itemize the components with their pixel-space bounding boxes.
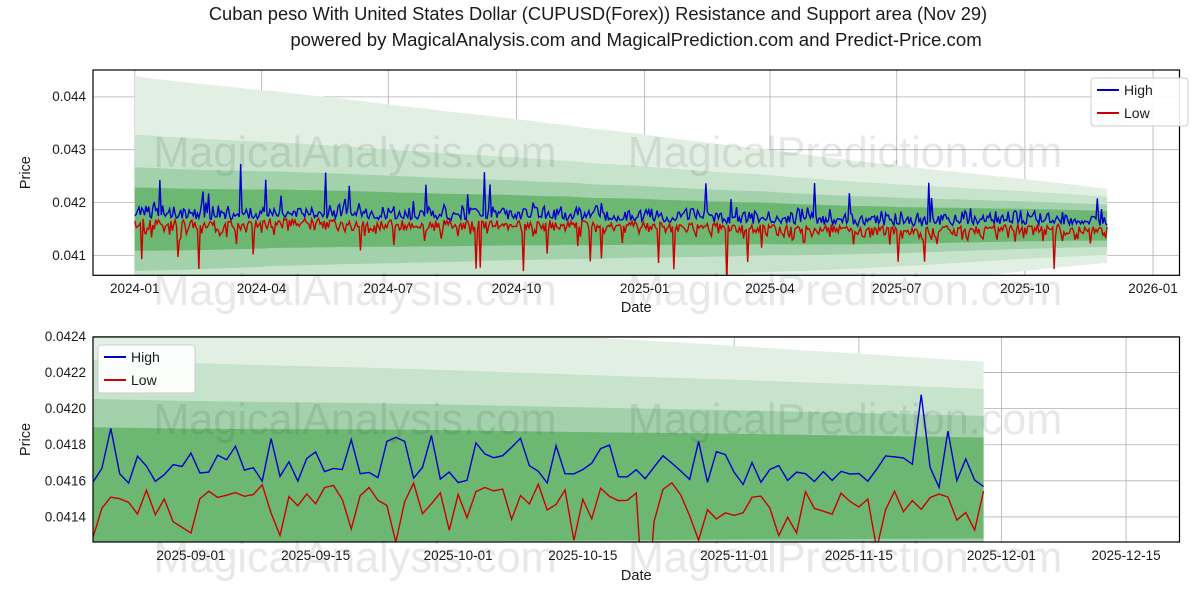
svg-text:MagicalPrediction.com: MagicalPrediction.com	[628, 396, 1062, 444]
svg-text:0.041: 0.041	[52, 248, 86, 263]
svg-text:2025-11-15: 2025-11-15	[825, 548, 893, 563]
svg-text:2025-12-15: 2025-12-15	[1092, 548, 1161, 563]
svg-text:0.043: 0.043	[52, 142, 86, 157]
svg-text:2025-09-15: 2025-09-15	[281, 548, 350, 563]
svg-text:0.0416: 0.0416	[45, 473, 86, 488]
svg-text:0.0424: 0.0424	[45, 329, 87, 344]
svg-text:Low: Low	[1124, 105, 1151, 121]
svg-text:2026-01: 2026-01	[1128, 281, 1178, 296]
svg-text:2025-11-01: 2025-11-01	[700, 548, 768, 563]
svg-text:MagicalPrediction.com: MagicalPrediction.com	[628, 129, 1062, 177]
svg-text:2024-10: 2024-10	[492, 281, 542, 296]
svg-text:0.0418: 0.0418	[45, 437, 86, 452]
svg-text:2025-01: 2025-01	[620, 281, 670, 296]
svg-text:2024-01: 2024-01	[110, 281, 160, 296]
svg-text:powered by MagicalAnalysis.com: powered by MagicalAnalysis.com and Magic…	[290, 29, 981, 50]
svg-text:2025-12-01: 2025-12-01	[967, 548, 1036, 563]
svg-text:Cuban peso With United States: Cuban peso With United States Dollar (CU…	[209, 3, 987, 24]
svg-text:MagicalAnalysis.com: MagicalAnalysis.com	[153, 396, 556, 444]
svg-text:0.042: 0.042	[52, 195, 86, 210]
svg-text:2024-07: 2024-07	[364, 281, 414, 296]
svg-text:Price: Price	[18, 423, 34, 456]
svg-text:Date: Date	[621, 568, 652, 584]
svg-text:2024-04: 2024-04	[237, 281, 287, 296]
svg-text:Low: Low	[131, 372, 158, 388]
svg-text:2025-10-15: 2025-10-15	[548, 548, 617, 563]
svg-text:2025-10-01: 2025-10-01	[424, 548, 493, 563]
svg-text:2025-04: 2025-04	[745, 281, 795, 296]
svg-text:2025-10: 2025-10	[1000, 281, 1050, 296]
svg-text:0.0420: 0.0420	[45, 401, 86, 416]
svg-text:MagicalPrediction.com: MagicalPrediction.com	[628, 267, 1062, 315]
svg-text:Price: Price	[18, 156, 34, 189]
svg-text:Date: Date	[621, 300, 652, 316]
svg-text:2025-07: 2025-07	[872, 281, 922, 296]
svg-text:0.0422: 0.0422	[45, 365, 86, 380]
svg-text:0.044: 0.044	[52, 89, 86, 104]
svg-text:High: High	[1124, 82, 1153, 98]
svg-text:0.0414: 0.0414	[45, 509, 87, 524]
svg-text:MagicalAnalysis.com: MagicalAnalysis.com	[153, 129, 556, 177]
svg-text:2025-09-01: 2025-09-01	[156, 548, 225, 563]
svg-text:High: High	[131, 349, 160, 365]
